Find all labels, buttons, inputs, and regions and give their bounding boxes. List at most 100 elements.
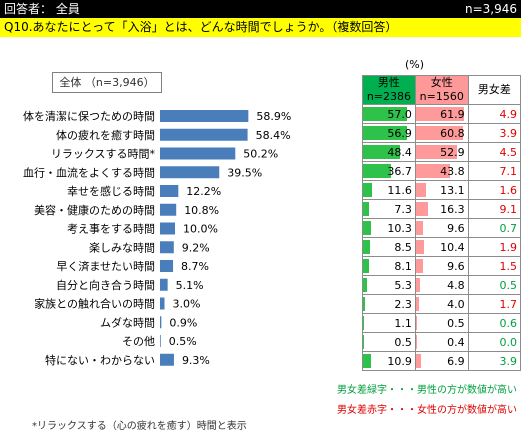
- value-label: 5.1%: [176, 279, 204, 292]
- female-fill-bar: [416, 354, 421, 368]
- male-value-cell: 0.5: [363, 333, 416, 352]
- female-value-cell: 4.0: [415, 295, 468, 314]
- male-fill-bar: [363, 240, 370, 254]
- bar: [160, 204, 176, 216]
- category-label: 特にない・わからない: [45, 353, 155, 367]
- male-value-cell: 8.5: [363, 238, 416, 257]
- female-fill-bar: [416, 202, 429, 216]
- male-value-cell: 36.7: [363, 162, 416, 181]
- male-value-cell: 56.9: [363, 124, 416, 143]
- female-value-cell: 10.4: [415, 238, 468, 257]
- diff-value-cell: 3.9: [468, 124, 520, 143]
- diff-value-cell: 1.6: [468, 181, 520, 200]
- male-value-cell: 10.9: [363, 352, 416, 371]
- sample-size: n=3,946: [465, 0, 517, 18]
- female-value-cell: 52.9: [415, 143, 468, 162]
- female-fill-bar: [416, 259, 423, 273]
- value-label: 58.4%: [256, 129, 291, 142]
- bar: [160, 298, 165, 310]
- diff-header: 男女差: [468, 76, 520, 105]
- female-fill-bar: [416, 278, 420, 292]
- male-value-cell: 5.3: [363, 276, 416, 295]
- female-fill-bar: [416, 297, 419, 311]
- category-label: 自分と向き合う時間: [56, 278, 155, 292]
- value-label: 12.2%: [186, 185, 221, 198]
- female-header: 女性 n=1560: [415, 76, 468, 105]
- diff-value-cell: 4.5: [468, 143, 520, 162]
- male-fill-bar: [363, 259, 369, 273]
- category-label: リラックスする時間*: [51, 148, 156, 161]
- value-label: 8.7%: [181, 260, 209, 273]
- category-label: 楽しみな時間: [89, 241, 155, 254]
- bar: [160, 110, 248, 122]
- bar: [160, 241, 174, 253]
- category-label: 早く済ませたい時間: [56, 259, 155, 273]
- bar-chart: 体を清潔に保つための時間 58.9% 体の疲れを癒す時間 58.4% リラックスする時間…: [0, 0, 362, 431]
- bar: [160, 316, 161, 328]
- diff-value-cell: 0.6: [468, 314, 520, 333]
- female-value-cell: 0.4: [415, 333, 468, 352]
- value-label: 10.0%: [183, 223, 218, 236]
- male-fill-bar: [363, 278, 367, 292]
- value-label: 9.3%: [182, 354, 210, 367]
- category-label: その他: [122, 335, 155, 348]
- value-label: 39.5%: [227, 166, 262, 179]
- value-label: 58.9%: [256, 110, 291, 123]
- bar: [160, 223, 175, 235]
- male-fill-bar: [363, 354, 371, 368]
- female-value-cell: 4.8: [415, 276, 468, 295]
- male-value-cell: 48.4: [363, 143, 416, 162]
- category-label: 体を清潔に保つための時間: [23, 109, 155, 123]
- category-label: ムダな時間: [100, 315, 155, 329]
- male-value-cell: 11.6: [363, 181, 416, 200]
- diff-value-cell: 0.7: [468, 219, 520, 238]
- value-label: 0.5%: [169, 335, 197, 348]
- category-label: 体の疲れを癒す時間: [56, 128, 155, 142]
- value-label: 50.2%: [243, 148, 278, 161]
- female-value-cell: 60.8: [415, 124, 468, 143]
- category-label: 家族との触れ合いの時間: [34, 297, 155, 311]
- male-value-cell: 8.1: [363, 257, 416, 276]
- female-value-cell: 61.9: [415, 105, 468, 124]
- female-value-cell: 16.3: [415, 200, 468, 219]
- female-fill-bar: [416, 183, 426, 197]
- value-label: 3.0%: [173, 298, 201, 311]
- male-value-cell: 1.1: [363, 314, 416, 333]
- value-label: 10.8%: [184, 204, 219, 217]
- bar: [160, 279, 168, 291]
- bar: [160, 260, 173, 272]
- bar: [160, 166, 219, 178]
- diff-value-cell: 7.1: [468, 162, 520, 181]
- value-label: 0.9%: [169, 316, 197, 329]
- category-label: 幸せを感じる時間: [67, 185, 155, 198]
- diff-value-cell: 0.5: [468, 276, 520, 295]
- note-green: 男女差緑字・・・男性の方が数値が高い: [337, 381, 517, 396]
- male-value-cell: 2.3: [363, 295, 416, 314]
- unit-label: (%): [405, 58, 424, 71]
- female-value-cell: 0.5: [415, 314, 468, 333]
- male-fill-bar: [363, 297, 365, 311]
- female-value-cell: 43.8: [415, 162, 468, 181]
- diff-value-cell: 4.9: [468, 105, 520, 124]
- bar: [160, 354, 174, 366]
- male-value-cell: 57.0: [363, 105, 416, 124]
- female-value-cell: 13.1: [415, 181, 468, 200]
- category-label: 考え事をする時間: [67, 223, 155, 236]
- bar: [160, 129, 248, 141]
- male-fill-bar: [363, 183, 372, 197]
- male-value-cell: 7.3: [363, 200, 416, 219]
- value-label: 9.2%: [182, 241, 210, 254]
- bar: [160, 335, 161, 347]
- bar: [160, 148, 235, 160]
